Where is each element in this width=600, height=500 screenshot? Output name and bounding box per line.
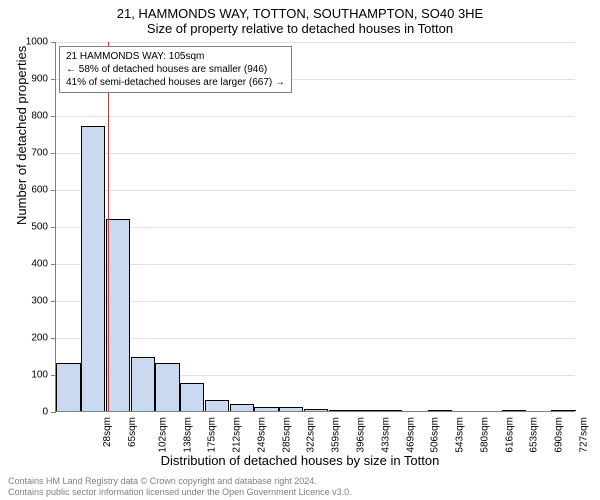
x-tick-label: 138sqm (182, 417, 193, 453)
chart-title-line1: 21, HAMMONDS WAY, TOTTON, SOUTHAMPTON, S… (0, 6, 600, 21)
x-tick-label: 653sqm (529, 417, 540, 453)
grid-line (56, 116, 575, 117)
annotation-box: 21 HAMMONDS WAY: 105sqm ← 58% of detache… (59, 46, 292, 93)
y-tick-label: 0 (42, 407, 56, 418)
histogram-bar (56, 363, 80, 411)
histogram-bar (81, 126, 105, 411)
y-tick-label: 200 (31, 333, 56, 344)
chart-title-line2: Size of property relative to detached ho… (0, 21, 600, 36)
reference-line (108, 42, 109, 411)
x-tick-label: 212sqm (232, 417, 243, 453)
x-tick-label: 28sqm (102, 417, 113, 447)
y-tick-label: 600 (31, 185, 56, 196)
y-tick-label: 1000 (26, 37, 56, 48)
x-tick-label: 65sqm (127, 417, 138, 447)
chart-plot-area: 0100200300400500600700800900100028sqm65s… (55, 42, 575, 412)
histogram-bar (131, 357, 155, 411)
histogram-bar (180, 383, 204, 411)
y-tick-label: 800 (31, 111, 56, 122)
histogram-bar (428, 410, 452, 411)
grid-line (56, 153, 575, 154)
x-tick-label: 249sqm (257, 417, 268, 453)
histogram-bar (304, 409, 328, 411)
x-tick-label: 469sqm (405, 417, 416, 453)
x-tick-label: 102sqm (157, 417, 168, 453)
histogram-bar (353, 410, 377, 411)
footer-line1: Contains HM Land Registry data © Crown c… (8, 476, 352, 487)
histogram-bar (551, 410, 575, 411)
x-tick-label: 359sqm (331, 417, 342, 453)
x-tick-label: 433sqm (380, 417, 391, 453)
x-tick-label: 175sqm (207, 417, 218, 453)
x-tick-label: 396sqm (356, 417, 367, 453)
footer-line2: Contains public sector information licen… (8, 487, 352, 498)
histogram-bar (378, 410, 402, 411)
x-tick-label: 506sqm (430, 417, 441, 453)
x-tick-label: 543sqm (455, 417, 466, 453)
histogram-bar (230, 404, 254, 411)
histogram-bar (329, 410, 353, 411)
x-tick-label: 285sqm (281, 417, 292, 453)
annotation-line1: 21 HAMMONDS WAY: 105sqm (66, 50, 285, 63)
y-tick-label: 100 (31, 370, 56, 381)
annotation-line3: 41% of semi-detached houses are larger (… (66, 76, 285, 89)
y-tick-label: 300 (31, 296, 56, 307)
histogram-bar (502, 410, 526, 411)
grid-line (56, 301, 575, 302)
grid-line (56, 42, 575, 43)
x-tick-label: 616sqm (504, 417, 515, 453)
grid-line (56, 227, 575, 228)
grid-line (56, 338, 575, 339)
x-tick-label: 690sqm (554, 417, 565, 453)
y-tick-label: 900 (31, 74, 56, 85)
x-tick-label: 580sqm (479, 417, 490, 453)
histogram-bar (155, 363, 179, 411)
histogram-bar (254, 407, 278, 411)
histogram-bar (279, 407, 303, 411)
annotation-line2: ← 58% of detached houses are smaller (94… (66, 63, 285, 76)
x-tick-label: 322sqm (306, 417, 317, 453)
y-axis-title: Number of detached properties (14, 46, 29, 225)
x-tick-label: 727sqm (578, 417, 589, 453)
grid-line (56, 264, 575, 265)
histogram-bar (106, 219, 130, 411)
y-tick-label: 500 (31, 222, 56, 233)
y-tick-label: 400 (31, 259, 56, 270)
footer-attribution: Contains HM Land Registry data © Crown c… (8, 476, 352, 498)
histogram-bar (205, 400, 229, 411)
x-axis-title: Distribution of detached houses by size … (0, 453, 600, 468)
y-tick-label: 700 (31, 148, 56, 159)
grid-line (56, 190, 575, 191)
